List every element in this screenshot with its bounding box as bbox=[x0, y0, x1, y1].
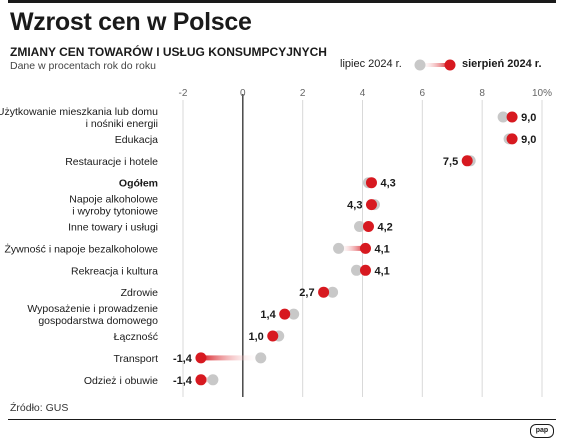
legend-curr-label: sierpień 2024 r. bbox=[462, 58, 542, 70]
category-label: Zdrowie bbox=[121, 287, 159, 299]
dot-aug-2024 bbox=[267, 330, 279, 342]
dot-aug-2024 bbox=[318, 286, 330, 298]
legend: lipiec 2024 r. sierpień 2024 r. bbox=[340, 57, 550, 73]
value-label: 1,4 bbox=[260, 309, 276, 321]
dot-aug-2024 bbox=[362, 221, 374, 232]
connector-bar bbox=[338, 245, 366, 251]
category-label: Napoje alkoholowe bbox=[69, 194, 158, 206]
source-note: Źródło: GUS bbox=[10, 402, 69, 414]
value-label: 4,3 bbox=[347, 200, 362, 212]
value-label: 4,1 bbox=[374, 265, 389, 277]
dot-jul-2024 bbox=[354, 221, 366, 232]
x-axis-ticks: -2 0 2 4 6 8 10% bbox=[179, 88, 553, 99]
chart-subtitle: ZMIANY CEN TOWARÓW I USŁUG KONSUMPCYJNYC… bbox=[10, 45, 327, 59]
dot-aug-2024 bbox=[359, 242, 371, 254]
value-label: -1,4 bbox=[173, 375, 193, 387]
value-label: 4,2 bbox=[377, 222, 392, 234]
value-label: 4,3 bbox=[380, 178, 395, 190]
grid-lines bbox=[182, 94, 543, 397]
value-label: 9,0 bbox=[521, 112, 536, 124]
category-label: Ogółem bbox=[119, 178, 158, 190]
dot-jul-2024 bbox=[255, 352, 267, 364]
dot-aug-2024 bbox=[365, 177, 377, 189]
legend-connector bbox=[420, 63, 450, 67]
category-label: Wyposażenie i prowadzenie bbox=[27, 303, 158, 315]
dot-jul-2024 bbox=[288, 308, 300, 320]
value-label: 1,0 bbox=[248, 331, 263, 343]
dot-jul-2024 bbox=[497, 111, 509, 123]
category-label: i wyroby tytoniowe bbox=[72, 206, 158, 218]
category-label: Użytkowanie mieszkania lub domu bbox=[0, 106, 158, 118]
tick-label: 6 bbox=[420, 88, 426, 99]
dot-jul-2024 bbox=[333, 242, 345, 254]
legend-curr-dot bbox=[444, 59, 456, 71]
tick-label: 10% bbox=[532, 88, 552, 99]
category-label: gospodarstwa domowego bbox=[38, 315, 158, 327]
category-label: Łączność bbox=[114, 331, 158, 343]
category-label: Transport bbox=[113, 353, 158, 365]
dot-aug-2024 bbox=[359, 264, 371, 276]
tick-label: 2 bbox=[300, 88, 306, 99]
legend-dumbbell bbox=[414, 59, 456, 71]
value-label: 7,5 bbox=[443, 156, 458, 168]
legend-prev-label: lipiec 2024 r. bbox=[340, 58, 402, 70]
units-note: Dane w procentach rok do roku bbox=[10, 60, 156, 72]
dot-aug-2024 bbox=[365, 199, 377, 211]
tick-label: 4 bbox=[360, 88, 366, 99]
bottom-rule bbox=[8, 419, 556, 420]
value-label: 9,0 bbox=[521, 134, 536, 146]
dot-jul-2024 bbox=[351, 264, 363, 276]
top-rule bbox=[8, 0, 556, 3]
connector-bar bbox=[200, 377, 213, 383]
dot-jul-2024 bbox=[327, 286, 339, 298]
chart-title: Wzrost cen w Polsce bbox=[10, 8, 252, 36]
tick-label: 0 bbox=[240, 88, 246, 99]
dot-aug-2024 bbox=[461, 155, 473, 167]
legend-prev-dot bbox=[414, 59, 426, 71]
category-label: Edukacja bbox=[115, 134, 158, 146]
data-marks: 9,0 9,0 7,5 4,3 4,3 4,2 4,1 4,1 2,7 1,4 1,0 -1,4 -1,… bbox=[173, 111, 536, 387]
dot-aug-2024 bbox=[279, 308, 291, 320]
connector-bar bbox=[200, 355, 261, 361]
dot-jul-2024 bbox=[207, 374, 219, 386]
dot-aug-2024 bbox=[195, 352, 207, 364]
pap-logo: pap bbox=[530, 424, 554, 438]
category-label: Rekreacja i kultura bbox=[71, 265, 158, 277]
category-label: Żywność i napoje bezalkoholowe bbox=[4, 242, 158, 255]
category-label: Restauracje i hotele bbox=[65, 156, 158, 168]
tick-label: -2 bbox=[179, 88, 188, 99]
dot-aug-2024 bbox=[506, 133, 518, 145]
value-label: 2,7 bbox=[299, 287, 314, 299]
value-label: 4,1 bbox=[374, 243, 389, 255]
tick-label: 8 bbox=[479, 88, 485, 99]
dot-aug-2024 bbox=[506, 111, 518, 123]
category-label: Inne towary i usługi bbox=[68, 222, 158, 234]
value-label: -1,4 bbox=[173, 353, 193, 365]
dot-aug-2024 bbox=[195, 374, 207, 386]
category-label: Odzież i obuwie bbox=[84, 375, 158, 387]
category-label: i nośniki energii bbox=[86, 118, 158, 130]
